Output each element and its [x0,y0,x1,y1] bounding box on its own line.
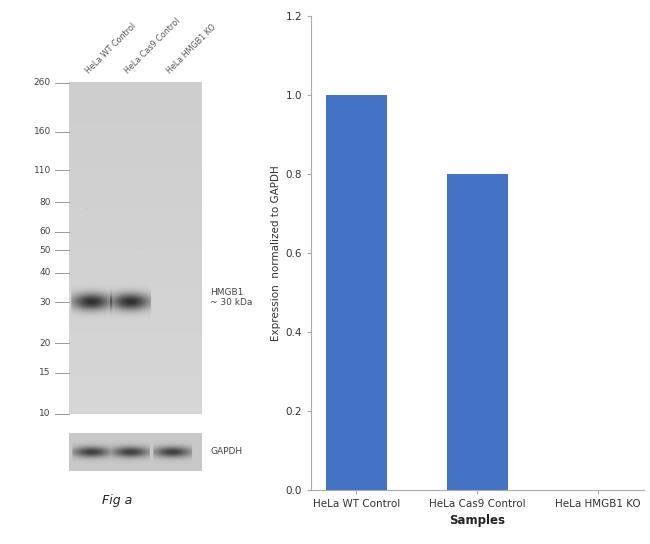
Text: HMGB1
~ 30 kDa: HMGB1 ~ 30 kDa [211,288,253,307]
Text: 260: 260 [34,78,51,87]
Text: 50: 50 [39,246,51,255]
Text: 15: 15 [39,368,51,377]
Text: GAPDH: GAPDH [211,447,242,456]
Text: 40: 40 [40,268,51,277]
Text: 80: 80 [39,198,51,207]
Text: 20: 20 [40,339,51,348]
Text: HeLa HMGB1 KO: HeLa HMGB1 KO [165,22,218,76]
Text: 30: 30 [39,298,51,307]
Bar [326,95,387,490]
Text: HeLa WT Control: HeLa WT Control [84,22,138,76]
Text: 60: 60 [39,227,51,236]
Text: 110: 110 [34,165,51,175]
Text: Fig a: Fig a [102,494,133,508]
X-axis label: Samples: Samples [449,514,505,527]
Text: HeLa Cas9 Control: HeLa Cas9 Control [123,16,182,76]
Bar [447,174,508,490]
Text: 160: 160 [34,127,51,137]
Text: 10: 10 [39,410,51,418]
Y-axis label: Expression  normalized to GAPDH: Expression normalized to GAPDH [271,165,281,341]
